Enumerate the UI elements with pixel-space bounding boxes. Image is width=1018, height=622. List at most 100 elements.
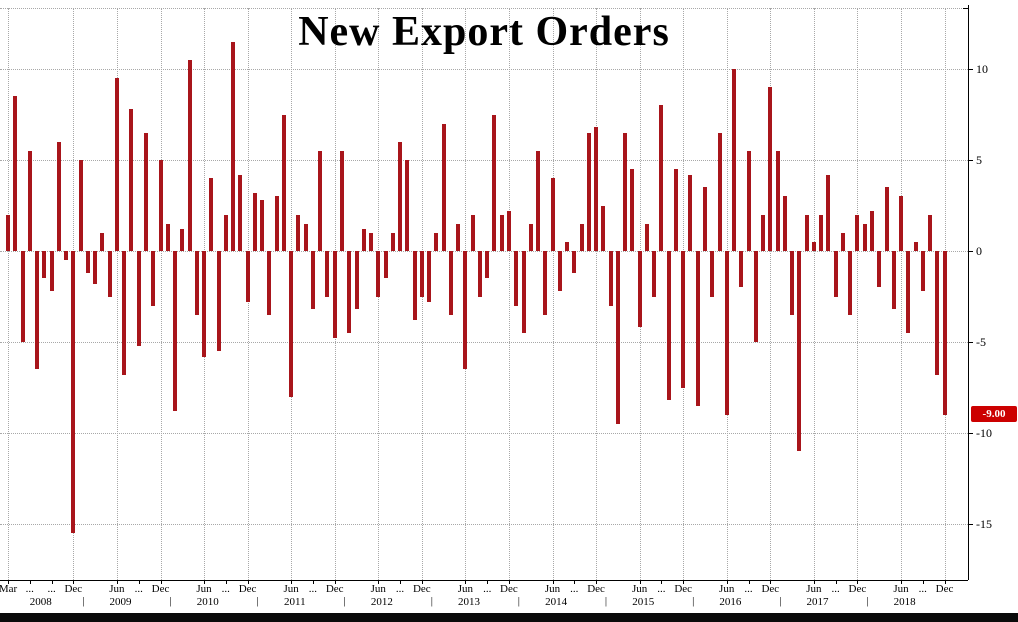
x-axis-year-label: 2017 (806, 596, 829, 608)
bar (673, 169, 678, 251)
bar (93, 251, 98, 284)
bar (572, 251, 577, 273)
bar (216, 251, 221, 352)
y-axis-label: 10 (976, 62, 988, 76)
x-tick (748, 580, 750, 584)
bar (579, 223, 584, 251)
bar (688, 174, 693, 251)
bar (586, 132, 591, 251)
x-axis-label: Jun (806, 583, 822, 595)
x-axis-label: Jun (109, 583, 125, 595)
year-separator: | (692, 595, 695, 607)
x-axis-label: Jun (544, 583, 561, 595)
x-axis-label: Jun (893, 583, 909, 595)
bar (35, 251, 39, 370)
bar (652, 251, 657, 297)
bar (448, 251, 453, 315)
bar (194, 251, 199, 315)
bar (877, 251, 882, 288)
bar (434, 232, 439, 251)
bar (848, 251, 853, 315)
bar (790, 251, 795, 315)
x-axis-label: ... (570, 583, 579, 595)
x-tick (770, 580, 772, 584)
year-separator: | (82, 595, 85, 607)
bar (56, 141, 61, 251)
x-axis-label: ... (395, 583, 405, 595)
bar (899, 196, 903, 251)
y-tick (968, 524, 973, 525)
bar (644, 223, 649, 251)
y-tick (968, 433, 973, 434)
bar (158, 160, 163, 251)
bar (775, 150, 780, 251)
bar (260, 200, 265, 251)
x-tick (204, 580, 205, 584)
bar (354, 251, 359, 310)
bar (369, 232, 373, 251)
y-axis-label: 0 (976, 244, 982, 258)
bar (565, 241, 569, 251)
bar (231, 41, 236, 251)
bar (463, 251, 468, 370)
bar (412, 251, 417, 321)
x-axis-year-label: 2014 (545, 596, 568, 608)
x-tick (661, 580, 663, 584)
gridline-v (508, 8, 510, 580)
x-tick (922, 580, 924, 584)
bar (107, 251, 112, 297)
chart-title: New Export Orders (298, 9, 670, 55)
bar (340, 150, 344, 251)
bar (594, 127, 599, 251)
bar (129, 109, 134, 251)
x-axis-label: ... (918, 583, 927, 595)
gridline-h (0, 342, 968, 343)
bar (209, 178, 214, 251)
x-tick (334, 580, 336, 584)
bar (623, 132, 628, 251)
x-axis-label: Dec (674, 583, 693, 595)
bar (427, 251, 432, 302)
bar (390, 232, 395, 251)
x-axis-year-label: 2012 (370, 596, 393, 608)
bar (78, 160, 83, 251)
bar (935, 251, 940, 375)
bar (20, 251, 25, 342)
bar (739, 251, 744, 288)
bar (811, 241, 816, 251)
bottom-strip (0, 613, 1018, 622)
year-separator: | (169, 595, 172, 607)
x-axis-label: Jun (631, 583, 648, 595)
gridline-v (813, 8, 815, 580)
bar (136, 251, 141, 346)
bar (71, 251, 76, 534)
bar (143, 132, 148, 251)
bar (608, 251, 613, 306)
bar (746, 150, 751, 251)
y-axis-label: -15 (976, 517, 992, 531)
bar (906, 251, 911, 333)
x-axis-label: ... (25, 583, 34, 595)
bar (398, 141, 402, 251)
bar (630, 169, 635, 251)
bar (514, 251, 519, 306)
x-axis-year-label: 2008 (29, 596, 52, 608)
bar (703, 187, 707, 251)
bar (833, 251, 838, 297)
bar (804, 214, 809, 251)
year-separator: | (517, 595, 520, 607)
bar (615, 251, 620, 424)
y-tick (968, 251, 973, 252)
bar (506, 211, 511, 251)
y-axis-line (968, 5, 969, 580)
x-axis-label: Dec (587, 583, 605, 595)
bar (470, 214, 475, 251)
x-tick (552, 580, 554, 584)
x-tick (508, 580, 510, 584)
x-axis-year-label: 2018 (893, 596, 916, 608)
x-tick (73, 580, 75, 584)
x-tick (596, 580, 598, 584)
bar (332, 251, 337, 339)
bar (601, 205, 606, 251)
bar (187, 59, 192, 251)
